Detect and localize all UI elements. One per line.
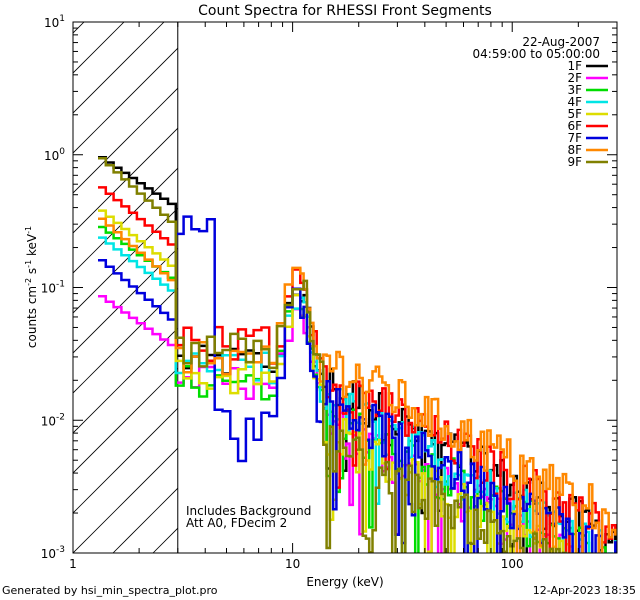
y-axis-label-exp2: -1 xyxy=(24,260,33,268)
y-axis: 10-3 10-2 10-1 100 101 xyxy=(41,14,617,561)
hatch-line xyxy=(73,87,178,194)
series-7f xyxy=(98,215,617,553)
legend-label-1f: 1F xyxy=(567,59,582,73)
legend-label-9f: 9F xyxy=(567,155,582,169)
x-tick-label: 100 xyxy=(501,557,524,571)
legend-label-2f: 2F xyxy=(567,71,582,85)
y-tick-label: 101 xyxy=(44,14,65,30)
y-axis-label: counts cm-2 s-1 keV-1 xyxy=(24,226,39,348)
y-axis-label-exp1: -2 xyxy=(24,278,33,286)
timestamp-label: 12-Apr-2023 18:35 xyxy=(533,584,636,597)
legend-label-5f: 5F xyxy=(567,107,582,121)
y-tick-label: 10-3 xyxy=(41,545,65,561)
legend-label-3f: 3F xyxy=(567,83,582,97)
series-layer xyxy=(98,156,617,553)
hatch-line xyxy=(73,22,85,34)
generated-by-label: Generated by hsi_min_spectra_plot.pro xyxy=(2,584,218,597)
y-tick-label: 10-2 xyxy=(41,412,65,428)
x-tick-label: 1 xyxy=(69,557,77,571)
hatch-line xyxy=(73,22,165,114)
time-range-label: 04:59:00 to 05:00:00 xyxy=(473,47,600,61)
legend-label-4f: 4F xyxy=(567,95,582,109)
y-axis-label-mid: s xyxy=(25,268,39,278)
annotation-background: Includes Background xyxy=(186,504,311,518)
hatch-line xyxy=(73,447,178,553)
y-tick-label: 100 xyxy=(44,147,65,163)
legend-label-8f: 8F xyxy=(567,143,582,157)
x-tick-label: 10 xyxy=(285,557,300,571)
hatch-line xyxy=(73,407,178,514)
legend-label-7f: 7F xyxy=(567,131,582,145)
y-tick-label: 10-1 xyxy=(41,280,65,296)
y-axis-label-exp3: -1 xyxy=(24,226,33,234)
series-8f xyxy=(98,217,617,553)
legend-label-6f: 6F xyxy=(567,119,582,133)
hatch-line xyxy=(73,47,178,154)
series-9f xyxy=(98,157,568,553)
x-axis: 1 10 100 xyxy=(69,22,618,571)
hatch-line xyxy=(73,367,178,474)
y-axis-label-main: counts cm xyxy=(25,286,39,348)
chart-title: Count Spectra for RHESSI Front Segments xyxy=(198,3,492,19)
date-label: 22-Aug-2007 xyxy=(522,35,600,49)
annotation-attenuator: Att A0, FDecim 2 xyxy=(186,516,287,530)
y-axis-label-end: keV xyxy=(25,233,39,260)
x-axis-label: Energy (keV) xyxy=(306,575,383,589)
